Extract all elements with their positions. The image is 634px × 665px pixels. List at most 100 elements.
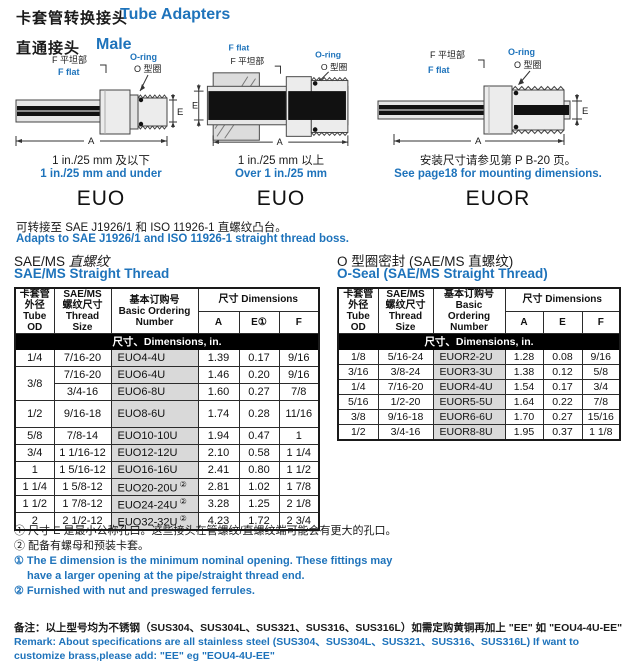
remark: 备注：以上型号均为不锈钢（SUS304、SUS304L、SUS321、SUS31… — [14, 621, 622, 663]
cell-dim-f: 2 3/4 — [278, 512, 320, 531]
svg-text:A: A — [277, 137, 284, 147]
units-band: 尺寸、Dimensions, in. — [337, 333, 621, 350]
table-row: 1 1/4 1 5/8-12 EUO20-20U ② 2.81 1.02 1 7/8 — [14, 478, 320, 496]
cell-dim-f: 1 1/4 — [278, 444, 320, 462]
left-section-heading-zh: SAE/MS 直螺纹 — [14, 250, 109, 270]
cell-ordering-number: EUO12-12U — [110, 444, 199, 462]
cell-dim-a: 1.38 — [504, 364, 544, 380]
cell-dim-a: 1.95 — [504, 424, 544, 441]
cell-tube-od: 1 1/2 — [14, 495, 55, 513]
table-row: 3/8 9/16-18 EUOR6-6U 1.70 0.27 15/16 — [337, 409, 621, 425]
col-tube-od: 卡套管 外径 Tube OD — [14, 287, 55, 334]
figure-caption-zh: 1 in./25 mm 以上 — [237, 155, 325, 167]
model-name: EUO — [76, 187, 126, 210]
table-row: 1 1/2 1 7/8-12 EUO24-24U ② 3.28 1.25 2 1/8 — [14, 495, 320, 513]
col-tube-od: 卡套管 外径 Tube OD — [337, 287, 379, 334]
page-title-en: Tube Adapters — [120, 6, 231, 23]
cell-dim-a: 1.94 — [197, 427, 240, 445]
cell-thread-size: 3/4-16 — [53, 383, 112, 401]
heading-italic: 直螺纹 — [68, 254, 110, 269]
page-subtitle-en: Male — [96, 36, 132, 53]
cell-dim-a: 2.41 — [197, 461, 240, 479]
cell-thread-size: 7/16-20 — [53, 349, 112, 367]
cell-tube-od: 1/4 — [337, 379, 379, 395]
cell-ordering-number: EUO10-10U — [110, 427, 199, 445]
cell-tube-od: 5/16 — [337, 394, 379, 410]
cell-ordering-number: EUO4-4U — [110, 349, 199, 367]
col-dim-a: A — [504, 310, 544, 335]
figure-caption-en: 1 in./25 mm and under — [40, 168, 162, 180]
col-dim-f: F — [278, 310, 320, 335]
cell-thread-size: 9/16-18 — [53, 400, 112, 428]
remark-en-1: Remark: About specifications are all sta… — [14, 636, 580, 648]
col-dim-e: E① — [238, 310, 280, 335]
remark-zh: 备注：以上型号均为不锈钢（SUS304、SUS304L、SUS321、SUS31… — [14, 622, 623, 634]
svg-text:O-ring: O-ring — [315, 49, 341, 59]
figure-caption-en: Over 1 in./25 mm — [234, 168, 328, 180]
cell-dim-f: 7/8 — [581, 394, 621, 410]
cell-ordering-number: EUO24-24U ② — [110, 495, 199, 513]
svg-text:O 型圈: O 型圈 — [321, 62, 347, 72]
cell-tube-od: 1/4 — [14, 349, 55, 367]
cell-dim-a: 2.81 — [197, 478, 240, 496]
svg-text:A: A — [475, 136, 482, 147]
cell-thread-size: 5/16-24 — [377, 349, 434, 365]
cell-dim-a: 1.28 — [504, 349, 544, 365]
cell-thread-size: 7/8-14 — [53, 427, 112, 445]
cell-dim-a: 1.54 — [504, 379, 544, 395]
cell-dim-e: 0.22 — [542, 394, 583, 410]
euo-large-diagram: F flat F flat F 平坦部 O-ring O 型圈 — [192, 43, 349, 147]
cell-ordering-number: EUOR2-2U — [432, 349, 506, 365]
table-row: 1/4 7/16-20 EUOR4-4U 1.54 0.17 3/4 — [337, 379, 621, 395]
cell-dim-e: 0.27 — [542, 409, 583, 425]
cell-ordering-number: EUOR6-6U — [432, 409, 506, 425]
cell-dim-f: 1 1/2 — [278, 461, 320, 479]
cell-thread-size: 7/16-20 — [377, 379, 434, 395]
cell-dim-f: 5/8 — [581, 364, 621, 380]
cell-dim-a: 1.74 — [197, 400, 240, 428]
table-header: 卡套管 外径 Tube OD SAE/MS 螺纹尺寸 Thread Size 基… — [337, 287, 621, 350]
col-ordering-number: 基本订购号 Basic Ordering Number — [432, 287, 506, 334]
footnote-en-1-cont: have a larger opening at the pipe/straig… — [27, 570, 305, 582]
cell-dim-e: 0.47 — [238, 427, 280, 445]
cell-dim-f: 2 1/8 — [278, 495, 320, 513]
cell-tube-od: 3/16 — [337, 364, 379, 380]
cell-dim-a: 1.70 — [504, 409, 544, 425]
units-band: 尺寸、Dimensions, in. — [14, 333, 320, 350]
table-row: 1/4 7/16-20 EUO4-4U 1.39 0.17 9/16 — [14, 349, 320, 367]
figure-caption-zh: 安装尺寸请参见第 P B-20 页。 — [419, 155, 577, 167]
cell-tube-od: 3/8 — [14, 366, 55, 401]
col-thread-size: SAE/MS 螺纹尺寸 Thread Size — [377, 287, 434, 334]
table-row: 1/8 5/16-24 EUOR2-2U 1.28 0.08 9/16 — [337, 349, 621, 365]
cell-dim-e: 0.17 — [542, 379, 583, 395]
svg-text:F flat: F flat — [58, 67, 80, 77]
cell-dim-a: 1.46 — [197, 366, 240, 384]
cell-ordering-number: EUO6-4U — [110, 366, 199, 384]
cell-ordering-number: EUO20-20U ② — [110, 478, 199, 496]
cell-tube-od: 1/2 — [337, 424, 379, 441]
cell-thread-size: 9/16-18 — [377, 409, 434, 425]
footnotes: ① 尺寸 E 是最小公称孔口。这些接头在管螺纹/直螺纹端可能会有更大的孔口。 ②… — [14, 524, 397, 599]
table-row: 3/4-16 EUO6-8U 1.60 0.27 7/8 — [15, 383, 320, 401]
svg-text:F flat: F flat — [229, 43, 250, 53]
cell-dim-f: 7/8 — [278, 383, 320, 401]
table-row: 3/4 1 1/16-12 EUO12-12U 2.10 0.58 1 1/4 — [14, 444, 320, 462]
cell-tube-od: 1/2 — [14, 400, 55, 428]
cell-thread-size: 3/8-24 — [377, 364, 434, 380]
footnote-marker: ② — [177, 479, 187, 489]
cell-dim-e: 0.08 — [542, 349, 583, 365]
cell-thread-size: 7/16-20 — [53, 366, 112, 384]
cell-dim-a: 1.64 — [504, 394, 544, 410]
col-thread-size: SAE/MS 螺纹尺寸 Thread Size — [53, 287, 112, 334]
cell-tube-od: 1 1/4 — [14, 478, 55, 496]
cell-thread-size: 1 7/8-12 — [53, 495, 112, 513]
cell-dim-f: 3/4 — [581, 379, 621, 395]
cell-dim-f: 1 1/8 — [581, 424, 621, 441]
sae-ms-table: 卡套管 外径 Tube OD SAE/MS 螺纹尺寸 Thread Size 基… — [14, 287, 320, 531]
table-row: 3/16 3/8-24 EUOR3-3U 1.38 0.12 5/8 — [337, 364, 621, 380]
cell-dim-a: 1.60 — [197, 383, 240, 401]
cell-ordering-number: EUOR4-4U — [432, 379, 506, 395]
cell-ordering-number: EUO8-6U — [110, 400, 199, 428]
